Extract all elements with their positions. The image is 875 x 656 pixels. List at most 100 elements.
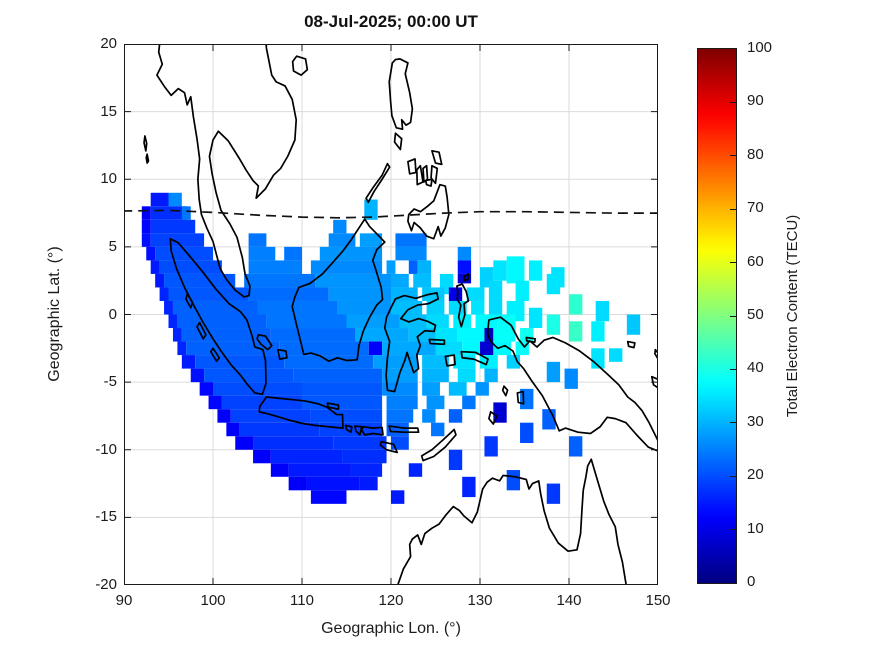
tec-cell xyxy=(408,463,423,477)
tec-cell xyxy=(248,246,276,261)
tec-cell xyxy=(413,273,432,288)
tec-cell xyxy=(373,355,418,369)
tec-cell xyxy=(355,328,409,342)
cbticklabel: 10 xyxy=(747,519,764,537)
coastline-visayas-mindoro-palawan xyxy=(366,133,442,202)
tec-cell xyxy=(181,355,196,369)
coastline-kai-aru-tanimbar xyxy=(489,386,524,424)
tec-cell xyxy=(150,233,205,247)
tec-cell xyxy=(248,260,302,274)
tec-cell xyxy=(146,246,156,261)
tec-cell xyxy=(448,300,467,315)
tec-cell xyxy=(422,382,440,396)
tec-cell xyxy=(520,422,534,443)
tec-cell xyxy=(426,300,445,315)
tec-cell xyxy=(480,341,494,356)
tec-cell xyxy=(448,449,463,471)
tec-cell xyxy=(493,341,512,356)
cbticklabel: 60 xyxy=(747,252,764,270)
tec-cell xyxy=(328,287,391,301)
tec-cell xyxy=(230,409,311,423)
tec-cell xyxy=(462,395,476,410)
tec-cell xyxy=(310,260,383,274)
tec-cell xyxy=(310,490,347,504)
tec-cell xyxy=(364,199,378,220)
tec-cell xyxy=(199,382,213,396)
tec-cell xyxy=(484,436,498,457)
tec-cell xyxy=(239,422,320,437)
tec-cell xyxy=(480,355,498,369)
tec-cell xyxy=(386,395,418,410)
tec-cell xyxy=(382,382,418,396)
colorbar-label: Total Electron Content (TECU) xyxy=(784,214,801,418)
tec-cell xyxy=(515,280,529,301)
cbticklabel: 40 xyxy=(747,359,764,377)
xticklabel: 150 xyxy=(645,592,671,609)
tec-cell xyxy=(213,382,302,396)
tec-cell xyxy=(484,368,498,383)
xticklabel: 130 xyxy=(467,592,493,609)
xticklabel: 120 xyxy=(378,592,404,609)
tec-cell xyxy=(626,314,641,335)
plot-title: 08-Jul-2025; 00:00 UT xyxy=(304,12,478,31)
tec-cell xyxy=(337,300,391,315)
tec-cell xyxy=(164,273,236,288)
tec-cell xyxy=(528,260,543,281)
tec-cell xyxy=(408,260,418,274)
cbticklabel: 100 xyxy=(747,39,773,56)
tec-cell xyxy=(435,328,458,342)
tec-cell xyxy=(431,422,445,437)
colorbar-tick-mark xyxy=(730,529,736,531)
tec-cell xyxy=(448,287,463,301)
yticklabel: 15 xyxy=(100,102,117,120)
tec-cell xyxy=(457,246,472,261)
yticklabel: 0 xyxy=(108,305,117,323)
colorbar-tick-mark xyxy=(730,368,736,370)
tec-cell xyxy=(382,341,436,356)
tec-cell xyxy=(342,449,387,464)
tec-cell xyxy=(284,246,302,261)
tec-cell xyxy=(244,273,316,288)
tec-cell xyxy=(168,287,249,301)
coastline-hainan xyxy=(293,56,308,75)
tec-cell xyxy=(217,409,231,423)
map-plot-area xyxy=(124,44,658,585)
tec-cell xyxy=(288,476,307,491)
tec-cell xyxy=(391,273,409,288)
tec-cell xyxy=(270,449,343,464)
tec-cell xyxy=(457,368,476,383)
colorbar-tick-mark xyxy=(730,315,736,317)
tec-cell xyxy=(155,273,165,288)
magnetic-equator-dashed-line xyxy=(124,209,658,219)
tec-cell xyxy=(422,409,436,423)
yticklabel: -20 xyxy=(95,576,117,593)
tec-cell xyxy=(306,476,360,491)
tec-cell xyxy=(248,287,329,301)
tec-cell xyxy=(190,368,205,383)
tec-cell xyxy=(391,436,409,450)
tec-cell xyxy=(475,382,489,396)
tec-cell xyxy=(181,206,191,220)
tec-cell xyxy=(395,246,427,261)
tec-cell xyxy=(141,206,151,220)
tec-cell xyxy=(546,361,561,383)
tec-cell xyxy=(310,409,383,423)
tec-cell xyxy=(150,206,187,220)
tec-cell xyxy=(208,395,222,410)
tec-cell xyxy=(248,233,267,247)
tec-cell xyxy=(453,355,476,369)
tec-cell xyxy=(426,314,449,329)
xticklabel: 90 xyxy=(115,592,133,609)
tec-cell xyxy=(235,436,254,450)
tec-cell xyxy=(391,490,405,504)
coastline-andaman-islands xyxy=(144,136,148,163)
cbticklabel: 20 xyxy=(747,466,764,484)
tec-cell xyxy=(319,246,383,261)
coastline-lesser-sunda-islands xyxy=(346,425,456,460)
coastline-luzon xyxy=(389,59,412,129)
colorbar-tick-mark xyxy=(730,208,736,210)
colorbar-tick-mark xyxy=(730,475,736,477)
tec-cell xyxy=(564,368,578,389)
tec-cell xyxy=(253,436,334,450)
xticklabel: 140 xyxy=(556,592,582,609)
